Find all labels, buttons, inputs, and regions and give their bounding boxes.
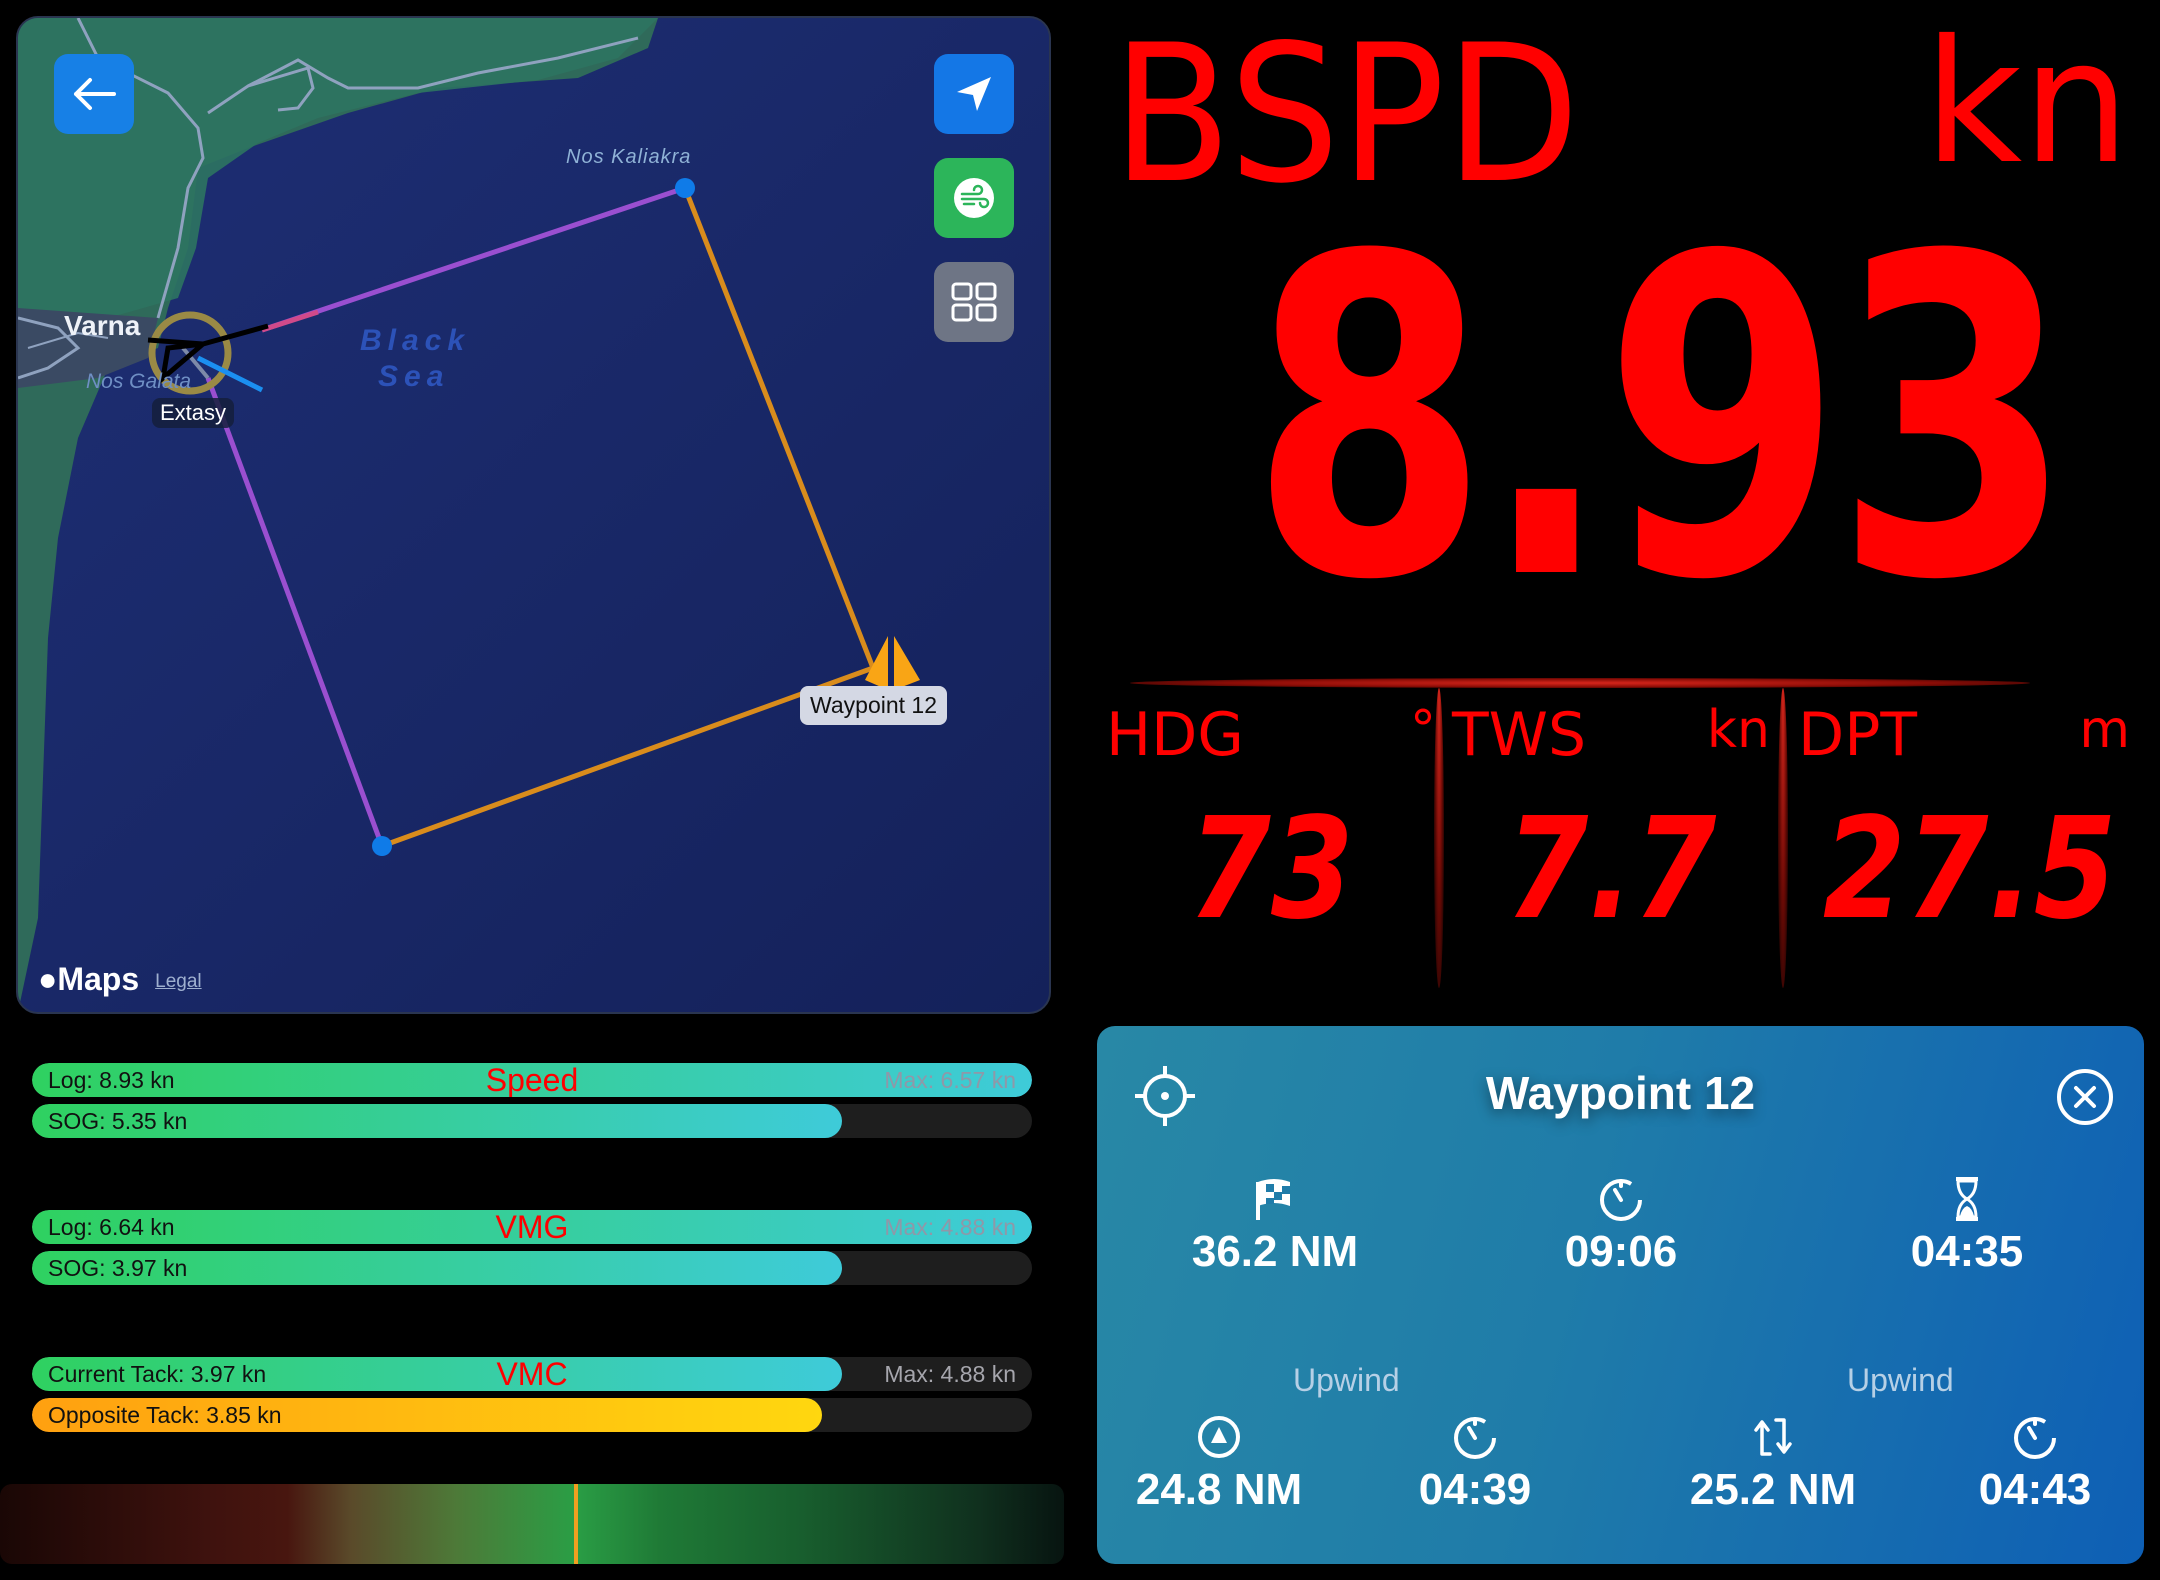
cape-label: Nos Kaliakra [566, 146, 692, 168]
divider [1434, 688, 1444, 988]
tack-arrows-icon [1754, 1418, 1792, 1456]
divider [1778, 688, 1788, 988]
layout-button[interactable] [934, 262, 1014, 342]
stat-remaining: 04:35 [1817, 1176, 2117, 1277]
performance-strip [0, 1484, 1064, 1564]
stat-distance: 36.2 NM [1125, 1176, 1425, 1277]
main-instrument-value[interactable]: 8.93 [1250, 164, 2073, 676]
waypoint-card: Waypoint 12 36.2 NM 09:06 04:35 Upwind U… [1097, 1026, 2144, 1564]
stat-value: 09:06 [1564, 1227, 1678, 1276]
instrument-unit: ° [1410, 700, 1436, 760]
waypoint-label[interactable]: Waypoint 12 [800, 686, 947, 725]
apple-maps-logo: ●Maps [38, 961, 140, 997]
waypoint-sail-marker [865, 636, 920, 690]
bar-text: Log: 6.64 kn [48, 1214, 175, 1240]
bar-fill [32, 1104, 842, 1138]
triangle-circle-icon [1198, 1416, 1240, 1458]
timer-icon [2014, 1417, 2056, 1459]
bar-fill [32, 1357, 842, 1391]
location-arrow-icon [957, 77, 991, 111]
instrument-label: DPT [1798, 700, 1918, 770]
grid-icon [951, 282, 997, 322]
bar-text: SOG: 5.35 kn [48, 1108, 188, 1134]
bar-max: Max: 6.57 kn [884, 1067, 1016, 1093]
crosshair-icon [1135, 1066, 1195, 1126]
bar-title: Speed [485, 1063, 579, 1097]
performance-marker [574, 1484, 578, 1564]
bar-title: VMG [495, 1210, 569, 1244]
instrument-label: HDG [1106, 700, 1244, 770]
sea-label: Sea [378, 360, 450, 393]
chart-map[interactable]: Varna Nos Galata Nos Kaliakra Black Sea … [16, 16, 1051, 1014]
city-label: Varna [64, 310, 141, 341]
bar-text: Log: 8.93 kn [48, 1067, 175, 1093]
cape-label: Nos Galata [86, 370, 192, 393]
boat-label[interactable]: Extasy [152, 398, 235, 428]
waypoint-title: Waypoint 12 [1485, 1067, 1756, 1119]
instrument-hdg[interactable]: HDG ° 73 [1106, 700, 1436, 1000]
wind-icon [954, 178, 994, 218]
bar-text: Opposite Tack: 3.85 kn [48, 1402, 282, 1428]
stat-value: 36.2 NM [1191, 1227, 1359, 1276]
speed-bars: Log: 8.93 kn Speed Max: 6.57 kn SOG: 5.3… [32, 1063, 1032, 1145]
instrument-unit: kn [1706, 700, 1770, 760]
stat-upwind-distance: 24.8 NM [1069, 1414, 1369, 1515]
speed-log-bar: Log: 8.93 kn Speed Max: 6.57 kn [32, 1063, 1032, 1097]
vmc-opposite-tack-bar: Opposite Tack: 3.85 kn [32, 1398, 1032, 1432]
legal-link[interactable]: Legal [155, 971, 202, 992]
apple-logo-icon: ● [38, 961, 58, 997]
instrument-value: 7.7 [1505, 788, 1717, 951]
bar-fill [32, 1063, 1032, 1097]
bar-text: Current Tack: 3.97 kn [48, 1361, 267, 1387]
upwind-label: Upwind [1293, 1362, 1400, 1398]
bar-title: VMC [496, 1357, 568, 1391]
back-arrow-icon [74, 78, 116, 110]
stat-value: 04:35 [1910, 1227, 2024, 1276]
close-icon [2057, 1069, 2113, 1125]
stat-tack-time: 04:43 [1885, 1414, 2160, 1515]
map-canvas [18, 18, 1049, 1012]
instrument-label: TWS [1452, 700, 1587, 770]
sea-label: Black [360, 324, 471, 357]
instrument-dpt[interactable]: DPT m 27.5 [1798, 700, 2130, 1000]
instrument-value: 27.5 [1822, 788, 2117, 951]
wind-button[interactable] [934, 158, 1014, 238]
close-button[interactable] [2056, 1068, 2114, 1126]
vmg-sog-bar: SOG: 3.97 kn [32, 1251, 1032, 1285]
timer-icon [1454, 1417, 1496, 1459]
bar-fill [32, 1398, 822, 1432]
bar-max: Max: 4.88 kn [884, 1361, 1016, 1387]
target-button[interactable] [1133, 1064, 1197, 1128]
vmc-bars: Current Tack: 3.97 kn VMC Max: 4.88 kn O… [32, 1357, 1032, 1439]
vmg-log-bar: Log: 6.64 kn VMG Max: 4.88 kn [32, 1210, 1032, 1244]
timer-icon [1600, 1179, 1642, 1221]
stat-value: 24.8 NM [1135, 1465, 1303, 1514]
instrument-value: 73 [1188, 788, 1354, 951]
hourglass-icon [1956, 1177, 1978, 1221]
vmg-bars: Log: 6.64 kn VMG Max: 4.88 kn SOG: 3.97 … [32, 1210, 1032, 1292]
bar-max: Max: 4.88 kn [884, 1214, 1016, 1240]
stat-value: 04:43 [1978, 1465, 2092, 1514]
stat-value: 04:39 [1418, 1465, 1532, 1514]
stat-eta: 09:06 [1471, 1176, 1771, 1277]
main-instrument-label: BSPD [1112, 4, 1580, 225]
speed-sog-bar: SOG: 5.35 kn [32, 1104, 1032, 1138]
vmc-current-tack-bar: Current Tack: 3.97 kn VMC Max: 4.88 kn [32, 1357, 1032, 1391]
bar-fill [32, 1210, 1032, 1244]
main-instrument-unit: kn [1923, 4, 2130, 202]
stat-upwind-time: 04:39 [1325, 1414, 1625, 1515]
boat-marker [147, 311, 269, 395]
instrument-unit: m [2079, 700, 2130, 760]
instrument-tws[interactable]: TWS kn 7.7 [1452, 700, 1770, 1000]
map-attribution: ●Maps Legal [38, 961, 202, 998]
divider [1130, 678, 2030, 688]
upwind-label: Upwind [1847, 1362, 1954, 1398]
locate-button[interactable] [934, 54, 1014, 134]
back-button[interactable] [54, 54, 134, 134]
stat-value: 25.2 NM [1689, 1465, 1857, 1514]
checkered-flag-icon [1256, 1179, 1290, 1220]
bar-fill [32, 1251, 842, 1285]
bar-text: SOG: 3.97 kn [48, 1255, 188, 1281]
stat-tack-distance: 25.2 NM [1623, 1414, 1923, 1515]
